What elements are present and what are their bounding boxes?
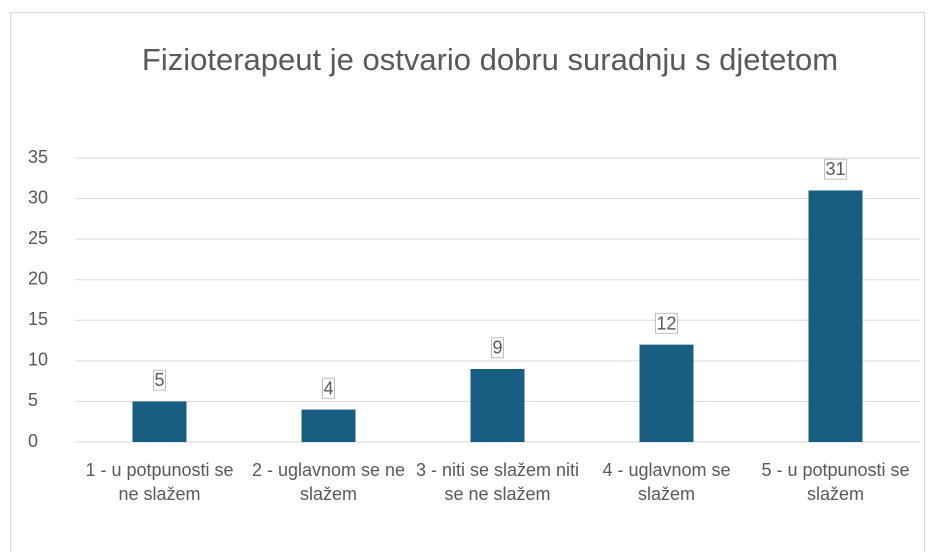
y-tick-label: 30 [28, 187, 48, 207]
bar [301, 409, 356, 442]
data-label-box [321, 377, 336, 399]
data-label: 5 [154, 370, 164, 390]
data-label: 12 [656, 313, 676, 333]
bar [132, 401, 187, 442]
data-label: 31 [825, 159, 845, 179]
chart-border [10, 12, 925, 552]
y-tick-label: 25 [28, 228, 48, 248]
data-label-box [490, 337, 505, 359]
x-tick-label: 1 - u potpunosti se ne slažem [85, 460, 234, 504]
data-label-box [152, 369, 167, 391]
bar [808, 190, 863, 442]
y-tick-label: 0 [28, 431, 38, 451]
x-tick-label: 2 - uglavnom se ne slažem [251, 460, 406, 504]
data-label: 9 [492, 338, 502, 358]
chart-title: Fizioterapeut je ostvario dobru suradnju… [141, 42, 839, 77]
bar [639, 344, 694, 442]
y-tick-label: 10 [28, 350, 48, 370]
x-tick-label: 5 - u potpunosti se slažem [761, 460, 910, 504]
x-tick-label: 3 - niti se slažem niti se ne slažem [415, 460, 580, 504]
y-tick-label: 15 [28, 309, 48, 329]
data-label-box [654, 312, 679, 334]
y-tick-label: 20 [28, 268, 48, 288]
x-tick-label: 4 - uglavnom se slažem [602, 460, 731, 504]
data-label: 4 [323, 378, 333, 398]
data-label-box [823, 158, 848, 180]
bar [470, 368, 525, 442]
y-tick-label: 5 [28, 390, 38, 410]
y-tick-label: 35 [28, 147, 48, 167]
